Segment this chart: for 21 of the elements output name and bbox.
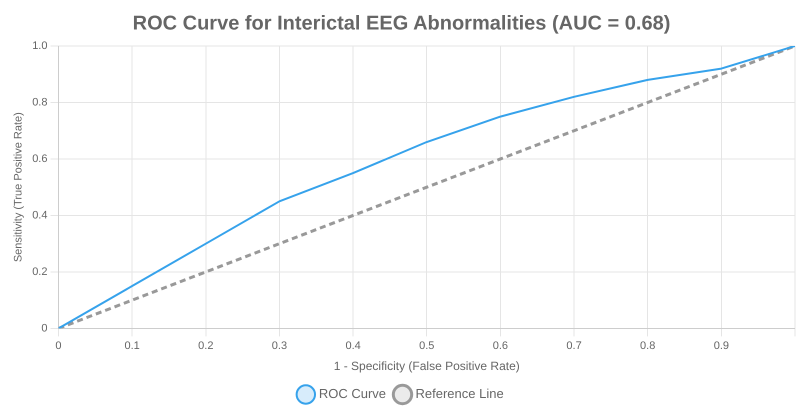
x-tick-label: 0.5 xyxy=(419,340,434,352)
x-tick-label: 0.2 xyxy=(198,340,214,352)
y-tick-label: 0.2 xyxy=(32,266,48,278)
x-tick-label: 0 xyxy=(55,340,62,352)
x-tick-label: 0.1 xyxy=(124,340,140,352)
chart-title: ROC Curve for Interictal EEG Abnormalities (AUC = 0.68) xyxy=(132,12,670,35)
y-tick-label: 0.8 xyxy=(32,96,48,109)
legend-label: ROC Curve xyxy=(318,386,386,402)
y-tick-label: 0.4 xyxy=(32,209,48,222)
x-axis-title: 1 - Specificity (False Positive Rate) xyxy=(334,359,520,374)
x-tick-label: 0.3 xyxy=(272,340,288,352)
x-tick-label: 0.7 xyxy=(566,340,582,352)
x-tick-label: 0.8 xyxy=(640,340,656,352)
y-tick-label: 0 xyxy=(41,322,48,334)
x-tick-label: 0.4 xyxy=(345,340,361,352)
x-tick-label: 0.9 xyxy=(714,340,729,352)
y-tick-label: 0.6 xyxy=(32,152,48,165)
y-tick-label: 1.0 xyxy=(32,40,48,52)
y-axis-title: Sensitivity (True Positive Rate) xyxy=(12,112,25,262)
x-tick-label: 0.6 xyxy=(492,340,508,352)
legend-label: Reference Line xyxy=(416,386,504,402)
